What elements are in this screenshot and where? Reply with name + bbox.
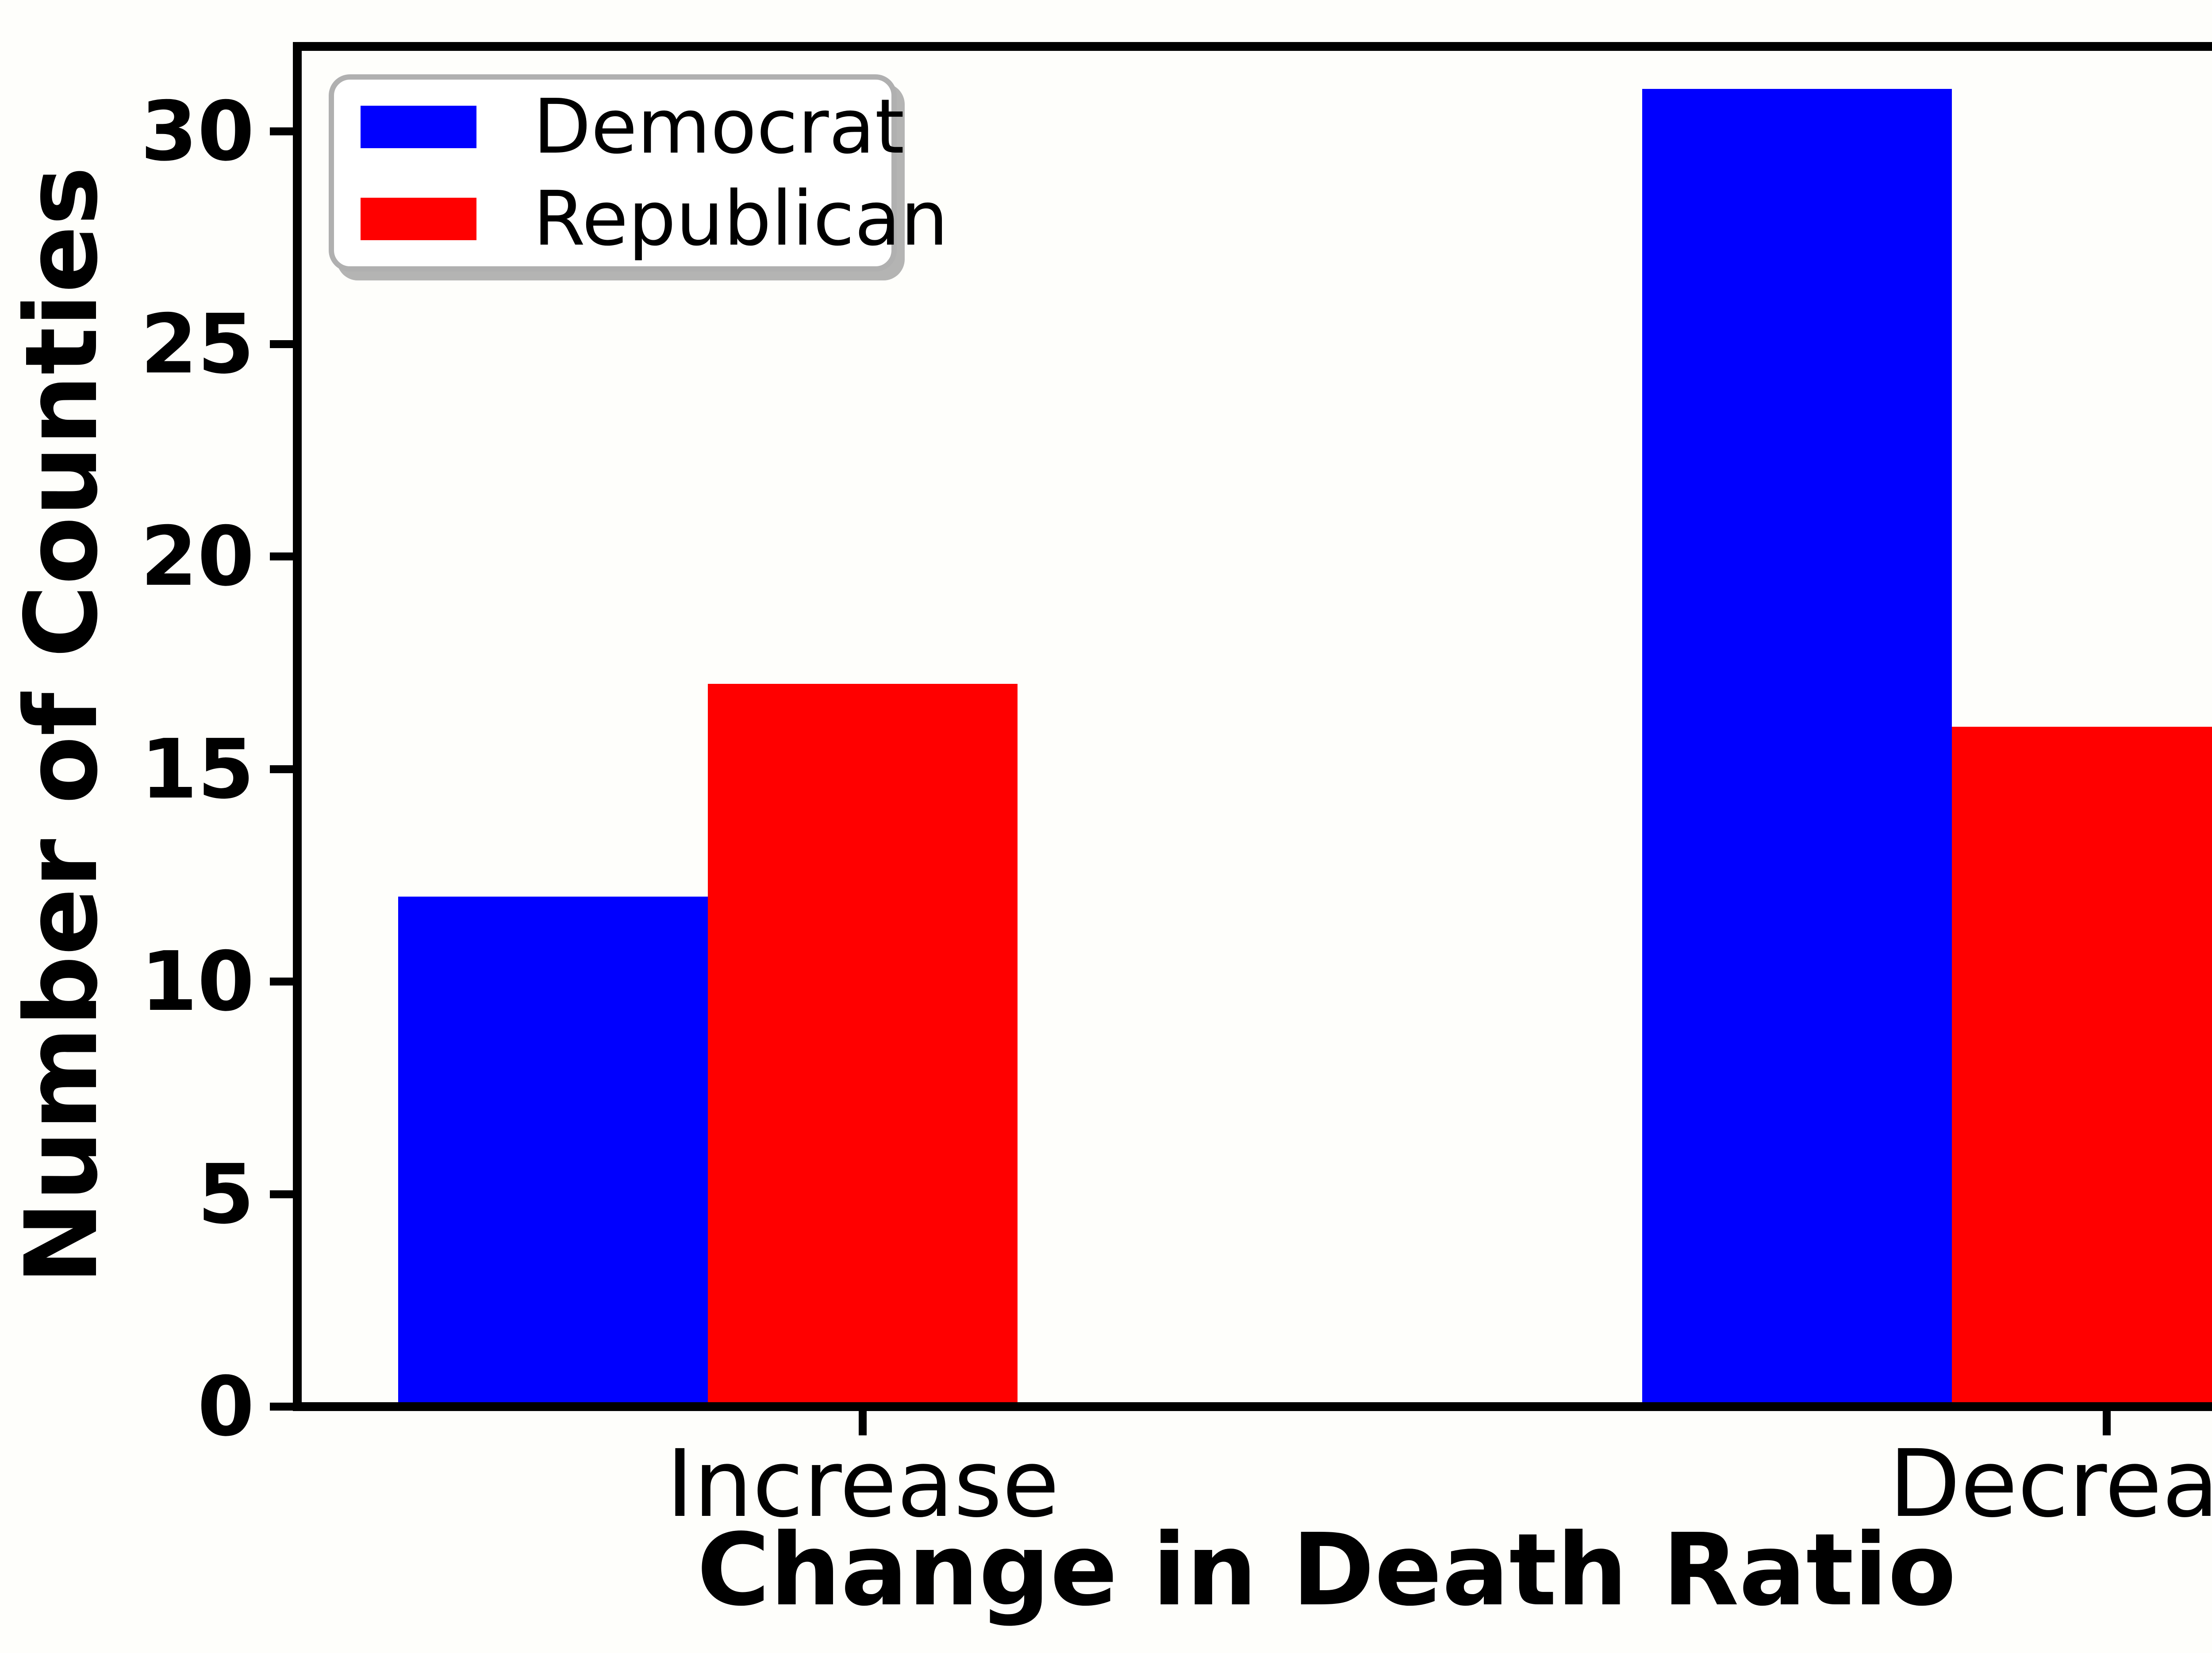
legend-item-republican: Republican	[361, 181, 949, 257]
y-tick-label-10: 10	[140, 934, 254, 1030]
legend: Democrat Republican	[329, 74, 949, 272]
y-tick-mark-15	[270, 765, 297, 773]
x-tick-label-decrease: Decrease	[1889, 1430, 2212, 1538]
y-tick-label-20: 20	[140, 509, 254, 605]
legend-swatch-democrat	[361, 106, 476, 148]
legend-label-republican: Republican	[533, 175, 949, 263]
y-tick-mark-10	[270, 978, 297, 986]
legend-swatch-republican	[361, 198, 476, 240]
y-tick-label-0: 0	[197, 1359, 254, 1454]
y-tick-label-5: 5	[197, 1146, 254, 1242]
bar-democrat-increase	[398, 896, 708, 1407]
x-axis-title: Change in Death Ratio	[697, 1512, 1956, 1628]
y-tick-mark-20	[270, 552, 297, 561]
y-tick-mark-25	[270, 340, 297, 348]
bar-democrat-decrease	[1642, 89, 1952, 1407]
y-tick-mark-0	[270, 1403, 297, 1411]
x-tick-mark-increase	[859, 1411, 867, 1435]
legend-item-democrat: Democrat	[361, 89, 904, 165]
x-tick-mark-decrease	[2102, 1411, 2111, 1435]
y-tick-mark-30	[270, 127, 297, 136]
y-tick-label-15: 15	[140, 721, 254, 817]
x-tick-label-increase: Increase	[666, 1430, 1060, 1538]
y-tick-label-30: 30	[140, 84, 254, 180]
y-tick-label-25: 25	[140, 296, 254, 392]
bar-republican-increase	[708, 684, 1018, 1407]
legend-label-democrat: Democrat	[533, 83, 905, 171]
bar-republican-decrease	[1952, 726, 2212, 1407]
y-tick-mark-5	[270, 1190, 297, 1198]
y-axis-title: Number of Counties	[4, 166, 120, 1285]
